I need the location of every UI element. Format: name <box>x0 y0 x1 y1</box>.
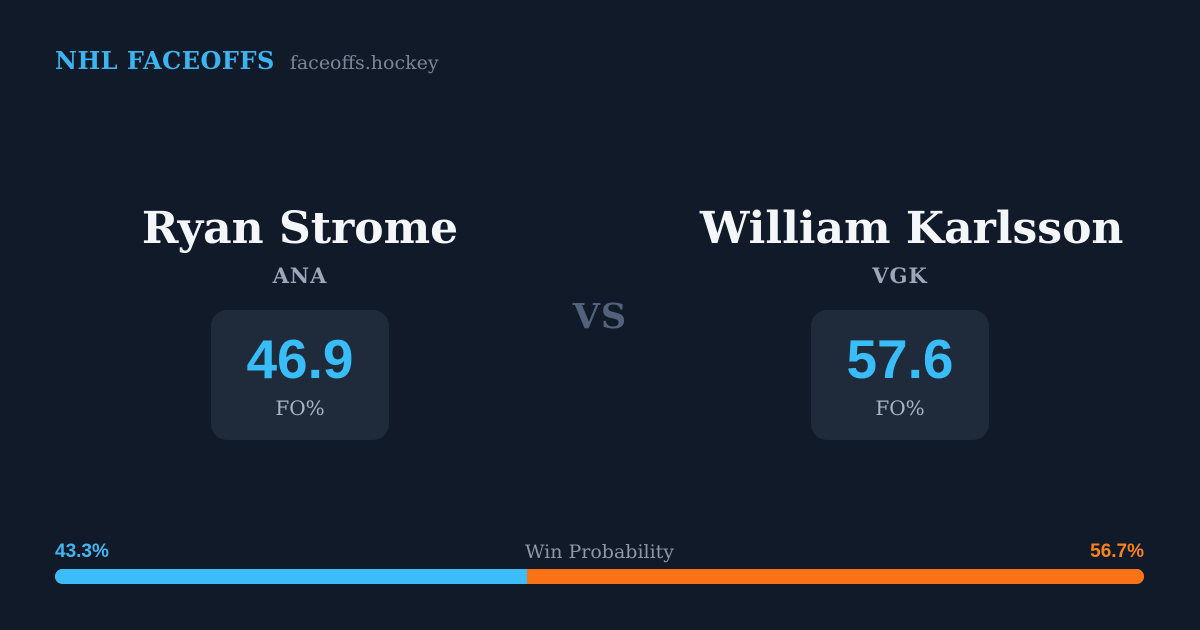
vs-label: VS <box>572 296 628 337</box>
brand-title: NHL FACEOFFS <box>55 46 275 75</box>
stat-label: FO% <box>275 396 325 421</box>
win-prob-fill-left <box>55 569 527 584</box>
stat-label: FO% <box>875 396 925 421</box>
player-card-left: Ryan Strome ANA 46.9 FO% <box>100 203 500 441</box>
player-name: Ryan Strome <box>141 203 459 254</box>
win-probability-bar <box>55 569 1144 584</box>
win-probability-labels: 43.3% Win Probability 56.7% <box>55 541 1144 563</box>
stat-value: 57.6 <box>846 328 954 391</box>
player-card-right: William Karlsson VGK 57.6 FO% <box>700 203 1124 441</box>
player-team: VGK <box>872 263 928 289</box>
win-prob-left-pct: 43.3% <box>55 541 109 562</box>
player-name: William Karlsson <box>700 203 1124 254</box>
win-prob-fill-right <box>526 569 1144 584</box>
player-team: ANA <box>272 263 328 289</box>
win-prob-title: Win Probability <box>524 541 675 563</box>
site-url: faceoffs.hockey <box>289 52 439 74</box>
win-prob-right-pct: 56.7% <box>1090 541 1144 562</box>
stat-value: 46.9 <box>246 328 354 391</box>
stat-card: 46.9 FO% <box>211 310 389 441</box>
stat-card: 57.6 FO% <box>811 310 989 441</box>
header: NHL FACEOFFS faceoffs.hockey <box>55 46 439 75</box>
